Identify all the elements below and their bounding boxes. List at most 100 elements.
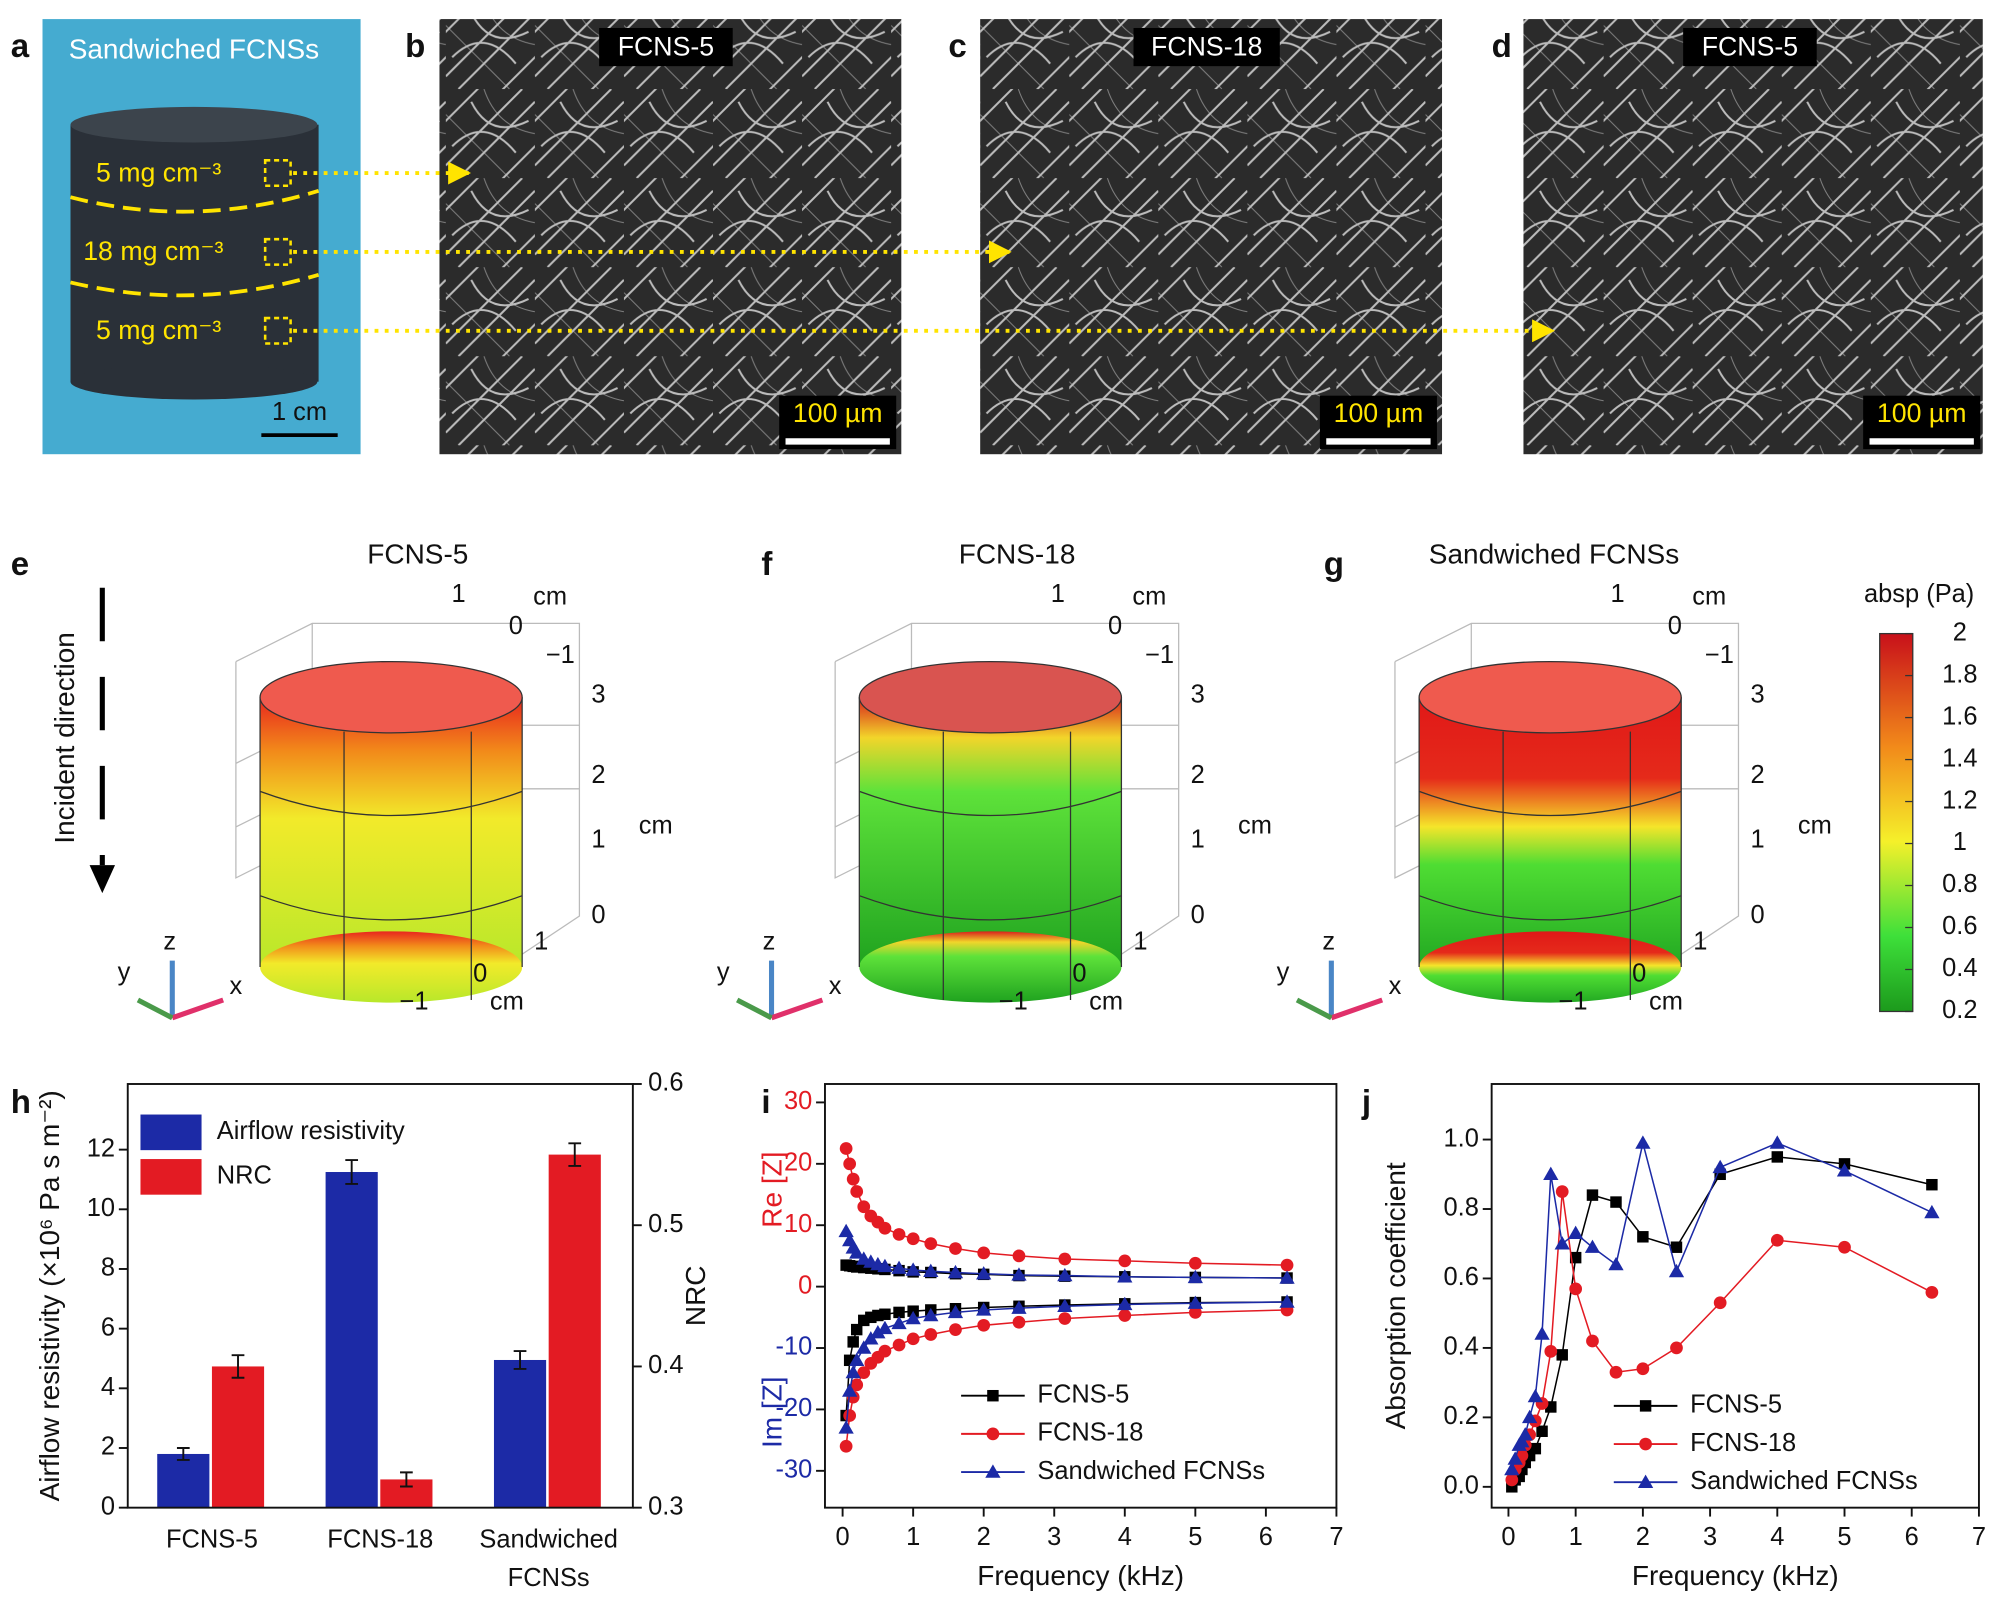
marker: [1011, 1267, 1027, 1281]
marker: [924, 1328, 938, 1341]
x-tick-label: 0: [1501, 1523, 1515, 1551]
marker: [1568, 1225, 1584, 1240]
marker: [1517, 1427, 1533, 1441]
y-tick-label: 1.0: [1444, 1124, 1479, 1152]
y-tick-label: 0.0: [1444, 1472, 1479, 1500]
y-axis-label: Absorption coefficient: [1380, 1162, 1411, 1429]
marker: [987, 1389, 999, 1402]
colorbar-label: absp (Pa): [1864, 580, 1974, 608]
sample-top: [70, 106, 318, 143]
marker: [849, 1245, 865, 1259]
axis-tick: 0: [1750, 901, 1764, 929]
triad-y: [136, 997, 174, 1021]
marker: [923, 1307, 939, 1322]
triad-label: x: [230, 972, 243, 1000]
marker: [891, 1260, 907, 1274]
x-tick-label: 7: [1329, 1523, 1343, 1551]
x-tick-label: 1: [1569, 1523, 1583, 1551]
y-tick-label: 2: [101, 1433, 115, 1461]
plot-frame: [824, 1083, 1338, 1509]
marker: [872, 1309, 884, 1322]
marker: [857, 1200, 871, 1214]
sem-title-box: [1683, 27, 1817, 67]
marker: [1586, 1334, 1599, 1348]
x-tick-label: 6: [1905, 1523, 1919, 1551]
marker: [977, 1318, 991, 1332]
axis-unit: cm: [1132, 583, 1166, 611]
axis-unit: cm: [1798, 812, 1832, 840]
y-tick-label: 8: [101, 1254, 115, 1282]
incident-label: Incident direction: [49, 632, 80, 844]
marker: [1058, 1252, 1072, 1266]
axis-tick: 1: [1693, 927, 1707, 955]
cylinder: [1419, 697, 1682, 967]
axis-unit: cm: [533, 583, 567, 611]
marker: [1569, 1282, 1583, 1296]
marker: [1610, 1196, 1622, 1208]
axis-tick: 1: [451, 580, 465, 608]
x-tick-label: 5: [1837, 1523, 1851, 1551]
marker: [850, 1323, 863, 1336]
triad-label: x: [829, 972, 842, 1000]
y-tick-label: 10: [784, 1210, 812, 1238]
cylinder: [859, 697, 1122, 967]
sem-title: FCNS-5: [1702, 31, 1798, 61]
marker: [1057, 1298, 1073, 1312]
bar: [493, 1359, 547, 1508]
marker: [1544, 1345, 1558, 1358]
panel-letter: g: [1324, 546, 1344, 583]
y-tick-label: 12: [87, 1134, 115, 1162]
y-axis-label: Airflow resistivity (×10⁶ Pa s m⁻²): [34, 1090, 65, 1501]
marker: [858, 1314, 870, 1327]
x-tick-label: 0: [836, 1523, 850, 1551]
x-tick-label: 2: [1636, 1523, 1650, 1551]
marker: [1586, 1189, 1599, 1201]
axis-unit: cm: [1692, 583, 1726, 611]
y2-axis-label: NRC: [680, 1266, 711, 1327]
y-tick-label: 10: [87, 1194, 115, 1222]
y-tick-label: 0.4: [648, 1351, 683, 1379]
marker: [838, 1223, 854, 1238]
error-bar: [345, 1159, 359, 1185]
marker: [878, 1344, 892, 1358]
marker: [850, 1261, 863, 1273]
marker: [849, 1352, 865, 1367]
marker: [906, 1332, 920, 1346]
triad-label: y: [118, 958, 131, 986]
axis-tick: 1: [591, 826, 605, 854]
x-axis-label: Frequency (kHz): [1632, 1560, 1839, 1591]
marker: [1713, 1296, 1727, 1310]
marker: [1011, 1300, 1027, 1314]
x-tick-label: 4: [1118, 1523, 1132, 1551]
sample: [70, 124, 319, 382]
marker: [1636, 1362, 1650, 1376]
marker: [1514, 1434, 1530, 1448]
marker: [905, 1262, 921, 1276]
axis-unit: cm: [490, 987, 524, 1015]
marker: [1556, 1349, 1568, 1361]
marker: [1712, 1159, 1728, 1174]
sem-title: FCNS-18: [1151, 31, 1262, 61]
marker: [1543, 1166, 1559, 1181]
marker: [976, 1266, 992, 1280]
cylinder-top: [259, 660, 523, 734]
layer-label: 18 mg cm⁻³: [83, 236, 223, 266]
axis-tick: 2: [591, 761, 605, 789]
colorbar-tick-label: 0.4: [1942, 954, 1977, 982]
legend-label: Sandwiched FCNSs: [1690, 1467, 1918, 1495]
link-arrows: [293, 161, 1556, 343]
layer-label: 5 mg cm⁻³: [96, 157, 221, 187]
marker: [1569, 1251, 1582, 1264]
marker: [850, 1185, 864, 1198]
marker: [923, 1263, 939, 1277]
y-tick-label: -10: [775, 1333, 812, 1361]
marker: [985, 1464, 1001, 1478]
axis-tick: 1: [1750, 826, 1764, 854]
marker: [843, 1157, 857, 1171]
marker: [1771, 1151, 1784, 1163]
triad-x: [171, 997, 225, 1021]
cylinder-top: [1418, 660, 1682, 734]
axis-tick: 0: [509, 612, 523, 640]
legend-label: FCNS-5: [1037, 1380, 1129, 1408]
marker: [1507, 1451, 1523, 1465]
